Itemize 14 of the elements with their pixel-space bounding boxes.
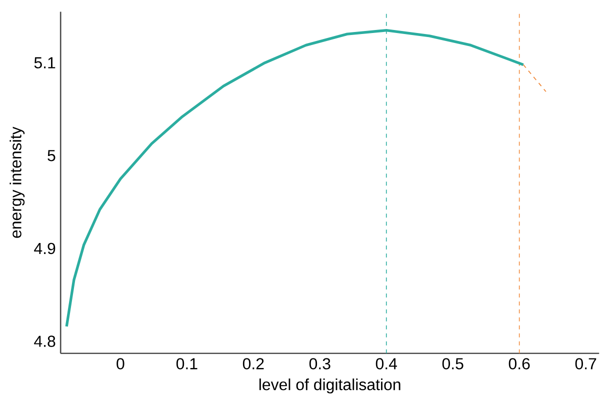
- x-tick-label: 0.5: [442, 358, 464, 370]
- y-tick-label: 4.9: [34, 242, 56, 254]
- x-tick-label: 0.2: [242, 358, 264, 370]
- x-tick-label: 0.4: [376, 358, 397, 370]
- y-axis-title: energy intensity: [10, 126, 25, 238]
- y-tick-label: 5.1: [34, 57, 56, 68]
- x-tick-label: 0.3: [309, 358, 330, 370]
- x-tick-label: 0.6: [508, 358, 530, 370]
- x-tick-label: 0: [116, 358, 124, 370]
- x-axis-title: level of digitalisation: [259, 378, 400, 394]
- y-tick-label: 4.8: [34, 336, 56, 347]
- x-tick-label: 0.7: [575, 358, 596, 370]
- y-tick-label: 5: [48, 150, 56, 162]
- x-tick-label: 0.1: [176, 358, 198, 370]
